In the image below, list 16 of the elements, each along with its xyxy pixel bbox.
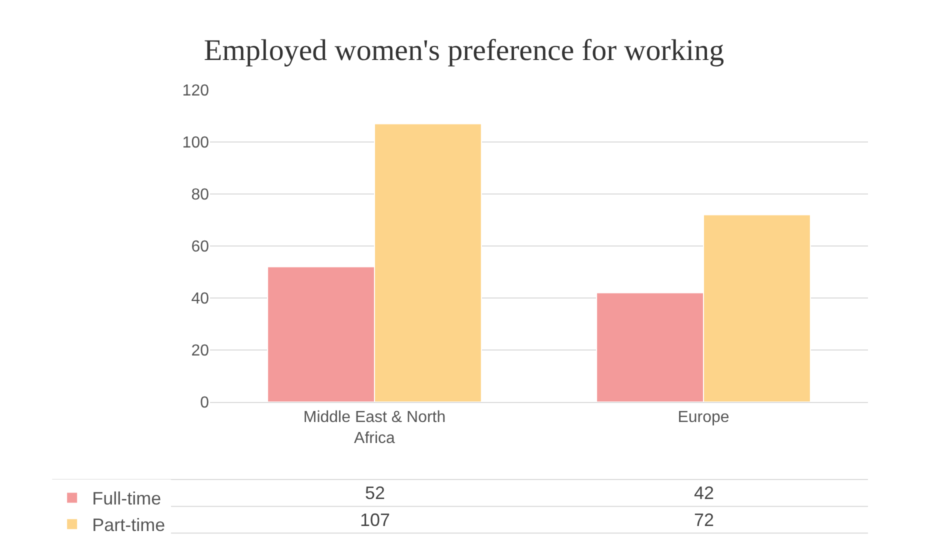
x-tick-label: Europe [678, 409, 730, 426]
y-tick-label: 120 [182, 82, 210, 100]
x-tick-label: Middle East & North Africa [303, 409, 446, 447]
legend-label: Part-time [92, 515, 166, 536]
data-label: 72 [694, 510, 714, 530]
y-tick-label: 60 [191, 238, 210, 256]
y-tick-label: 80 [191, 186, 210, 204]
data-label: 42 [694, 483, 714, 503]
y-tick-label: 20 [191, 342, 210, 360]
data-label: 107 [360, 510, 390, 530]
y-tick-label: 0 [200, 394, 210, 412]
data-label: 52 [365, 483, 386, 503]
y-tick-label: 100 [182, 134, 210, 152]
y-tick-label: 40 [191, 290, 210, 308]
legend-label: Full-time [92, 488, 162, 509]
chart-title: Employed women's preference for working [204, 34, 724, 67]
